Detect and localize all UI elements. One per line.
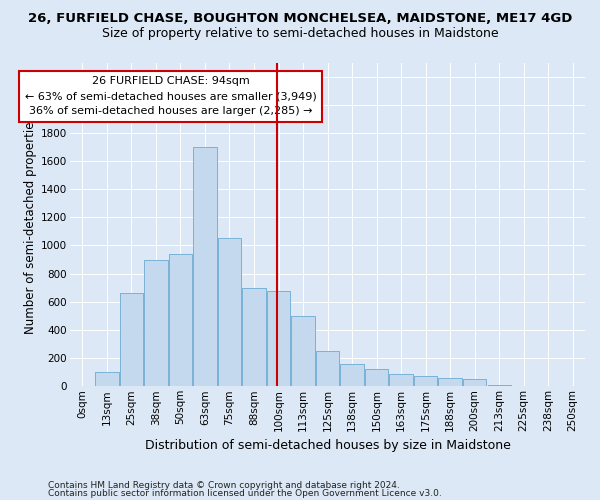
Bar [414, 376, 437, 386]
Bar [218, 238, 241, 386]
Text: 26 FURFIELD CHASE: 94sqm
← 63% of semi-detached houses are smaller (3,949)
36% o: 26 FURFIELD CHASE: 94sqm ← 63% of semi-d… [25, 76, 316, 116]
Bar [389, 374, 413, 386]
Text: Contains public sector information licensed under the Open Government Licence v3: Contains public sector information licen… [48, 488, 442, 498]
Y-axis label: Number of semi-detached properties: Number of semi-detached properties [24, 115, 37, 334]
Bar [144, 260, 167, 386]
Text: 26, FURFIELD CHASE, BOUGHTON MONCHELSEA, MAIDSTONE, ME17 4GD: 26, FURFIELD CHASE, BOUGHTON MONCHELSEA,… [28, 12, 572, 24]
Text: Contains HM Land Registry data © Crown copyright and database right 2024.: Contains HM Land Registry data © Crown c… [48, 481, 400, 490]
Bar [95, 372, 119, 386]
Bar [340, 364, 364, 386]
Bar [292, 316, 314, 386]
Bar [463, 379, 487, 386]
X-axis label: Distribution of semi-detached houses by size in Maidstone: Distribution of semi-detached houses by … [145, 440, 511, 452]
Bar [488, 385, 511, 386]
Bar [242, 288, 266, 386]
Bar [120, 294, 143, 386]
Bar [169, 254, 192, 386]
Bar [267, 290, 290, 386]
Bar [439, 378, 462, 386]
Bar [193, 147, 217, 386]
Bar [316, 351, 339, 386]
Text: Size of property relative to semi-detached houses in Maidstone: Size of property relative to semi-detach… [101, 28, 499, 40]
Bar [365, 370, 388, 386]
